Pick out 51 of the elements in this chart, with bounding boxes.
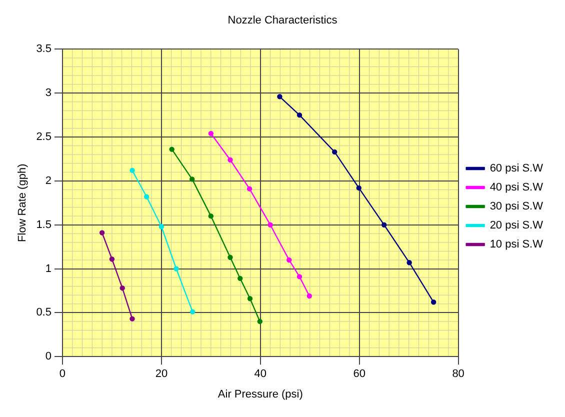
point xyxy=(257,318,263,324)
point xyxy=(286,257,292,263)
point xyxy=(238,276,243,282)
legend-label: 10 psi S.W xyxy=(490,238,544,251)
point xyxy=(99,230,105,236)
legend-label: 60 psi S.W xyxy=(490,162,544,175)
x-tick-label: 20 xyxy=(155,368,168,380)
chart-title: Nozzle Characteristics xyxy=(228,14,338,27)
point xyxy=(247,296,253,302)
point xyxy=(306,293,312,299)
y-tick-label: 2 xyxy=(45,174,52,187)
point xyxy=(158,224,164,230)
legend-label: 20 psi S.W xyxy=(490,220,544,232)
y-tick-label: 3.5 xyxy=(36,43,52,56)
point xyxy=(277,94,282,100)
point xyxy=(406,260,412,266)
point xyxy=(332,149,338,155)
point xyxy=(130,316,135,322)
point xyxy=(144,194,150,200)
point xyxy=(208,130,214,136)
point xyxy=(169,146,174,152)
point xyxy=(228,254,233,260)
x-axis-title: Air Pressure (psi) xyxy=(218,388,303,400)
x-tick-label: 40 xyxy=(254,368,267,380)
point xyxy=(430,300,436,305)
point xyxy=(190,309,196,314)
point xyxy=(109,256,115,262)
y-tick-label: 1 xyxy=(45,262,52,275)
point xyxy=(296,274,302,280)
point xyxy=(120,285,125,291)
legend-label: 30 psi S.W xyxy=(490,200,544,213)
x-tick-label: 0 xyxy=(59,368,66,380)
point xyxy=(296,112,302,118)
x-tick-label: 80 xyxy=(452,368,464,380)
point xyxy=(130,168,135,174)
y-tick-label: 0.5 xyxy=(36,306,52,319)
point xyxy=(246,186,252,192)
x-tick-label: 60 xyxy=(353,368,366,380)
point xyxy=(208,213,214,219)
point xyxy=(228,157,233,162)
point xyxy=(190,176,195,182)
point xyxy=(268,222,273,228)
y-axis-title: Flow Rate (gph) xyxy=(16,164,29,242)
y-tick-label: 0 xyxy=(45,350,52,363)
point xyxy=(382,222,387,228)
y-tick-label: 3 xyxy=(45,87,52,100)
point xyxy=(356,185,362,191)
y-tick-label: 1.5 xyxy=(36,218,52,231)
y-tick-label: 2.5 xyxy=(36,131,52,144)
legend-label: 40 psi S.W xyxy=(490,182,544,194)
point xyxy=(174,266,179,272)
